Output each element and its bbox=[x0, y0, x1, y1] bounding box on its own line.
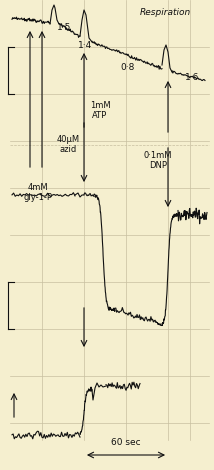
Text: azid: azid bbox=[59, 146, 77, 155]
Text: gly-1-P: gly-1-P bbox=[24, 194, 52, 203]
Text: Respiration: Respiration bbox=[139, 8, 191, 17]
Text: 40μM: 40μM bbox=[56, 135, 80, 144]
Text: 0·8: 0·8 bbox=[120, 63, 134, 72]
Text: ATP: ATP bbox=[92, 110, 108, 119]
Text: 1·5: 1·5 bbox=[57, 24, 71, 32]
Text: 1·6: 1·6 bbox=[185, 73, 199, 83]
Text: 0·1mM: 0·1mM bbox=[144, 150, 172, 159]
Text: 1mM: 1mM bbox=[90, 101, 110, 110]
Text: 60 sec: 60 sec bbox=[111, 438, 141, 447]
Text: 1·4: 1·4 bbox=[78, 40, 92, 49]
Text: 4mM: 4mM bbox=[28, 183, 48, 193]
Text: DNP: DNP bbox=[149, 160, 167, 170]
